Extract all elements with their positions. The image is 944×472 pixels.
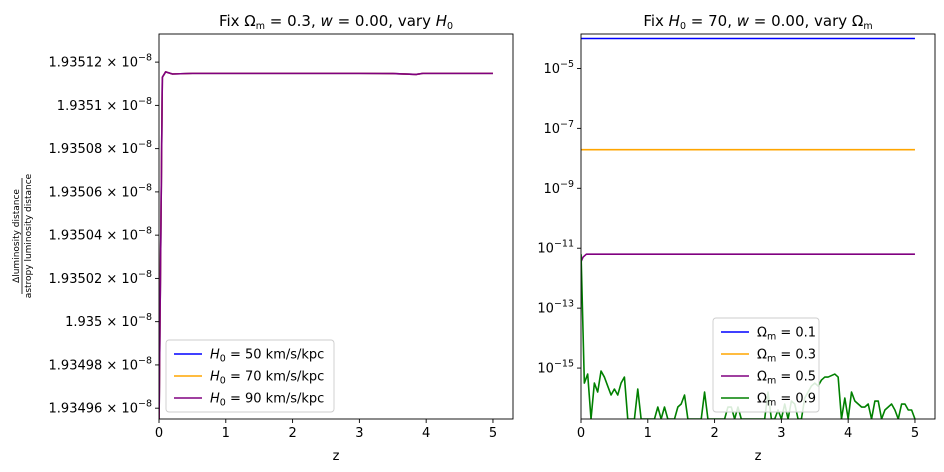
right-x-tick-label: 3 [777,426,785,441]
left-x-tick-label: 2 [288,426,296,441]
left-y-tick-label: 1.93512 × 10−8 [49,53,152,71]
right-x-tick-label: 0 [577,426,585,441]
right-y-tick-label: 10−9 [543,179,574,197]
left-chart-x-label: z [333,449,340,464]
left-y-tick-label: 1.93498 × 10−8 [49,355,152,373]
left-y-tick-label: 1.93504 × 10−8 [49,226,152,244]
right-y-tick-label: 10−5 [543,59,574,77]
left-y-tick-label: 1.9351 × 10−8 [57,96,152,114]
right-chart-x-label: z [755,449,762,464]
y-label-numerator: Δluminosity distance [12,189,22,283]
left-y-tick-label: 1.93502 × 10−8 [49,269,152,287]
right-legend-label: Ωm = 0.3 [757,348,816,365]
right-y-tick-label: 10−11 [537,239,574,257]
left-legend-label: H0 = 50 km/s/kpc [210,348,324,365]
left-series-line-3 [159,71,493,419]
right-x-tick-label: 2 [710,426,718,441]
right-x-tick-label: 5 [911,426,919,441]
right-y-tick-label: 10−7 [543,119,574,137]
right-legend-label: Ωm = 0.1 [757,326,816,343]
left-x-tick-label: 5 [489,426,497,441]
right-chart-frame [580,33,936,420]
left-y-tick-label: 1.935 × 10−8 [65,312,152,330]
left-chart-series-group [159,71,493,419]
right-y-tick-label: 10−15 [537,359,574,377]
right-chart-legend: Ωm = 0.1 Ωm = 0.3 Ωm = 0.5 Ωm = 0.9 [712,317,820,413]
right-chart-x-ticks: 0 1 2 3 4 5 [577,419,919,441]
left-y-tick-label: 1.93508 × 10−8 [49,139,152,157]
left-chart-y-label: Δluminosity distance astropy luminosity … [12,173,34,298]
right-chart: Fix H0 = 70, w = 0.00, vary Ωm 0 1 2 3 4 5 10… [537,12,936,464]
left-x-tick-label: 4 [422,426,430,441]
left-chart-title: Fix Ωm = 0.3, w = 0.00, vary H0 [219,12,453,32]
right-legend-label: Ωm = 0.9 [757,392,816,409]
left-chart-frame [158,33,514,420]
left-x-tick-label: 3 [355,426,363,441]
right-series-line-4 [581,254,916,419]
right-legend-box [712,317,820,413]
left-legend-label: H0 = 90 km/s/kpc [210,392,324,409]
left-legend-label: H0 = 70 km/s/kpc [210,370,324,387]
y-label-denominator: astropy luminosity distance [24,173,34,298]
right-chart-title: Fix H0 = 70, w = 0.00, vary Ωm [643,12,872,32]
right-y-tick-label: 10−13 [537,299,574,317]
right-series-line-3 [581,253,915,263]
right-x-tick-label: 4 [844,426,852,441]
left-legend-box [165,339,335,413]
right-chart-y-ticks: 10−5 10−7 10−9 10−11 10−13 10−15 [537,59,581,377]
left-chart-legend: H0 = 50 km/s/kpc H0 = 70 km/s/kpc H0 = 90 … [165,339,335,413]
left-chart-x-ticks: 0 1 2 3 4 5 [155,419,497,441]
left-x-tick-label: 1 [222,426,230,441]
right-chart-series-group [581,37,916,419]
right-x-tick-label: 1 [644,426,652,441]
left-chart-y-ticks: 1.93496 × 10−8 1.93498 × 10−8 1.935 × 10−8… [49,53,159,417]
left-y-tick-label: 1.93496 × 10−8 [49,399,152,417]
left-chart: Fix Ωm = 0.3, w = 0.00, vary H0 0 1 2 3 4 5 1… [12,12,514,464]
left-x-tick-label: 0 [155,426,163,441]
left-y-tick-label: 1.93506 × 10−8 [49,182,152,200]
right-legend-label: Ωm = 0.5 [757,370,816,387]
